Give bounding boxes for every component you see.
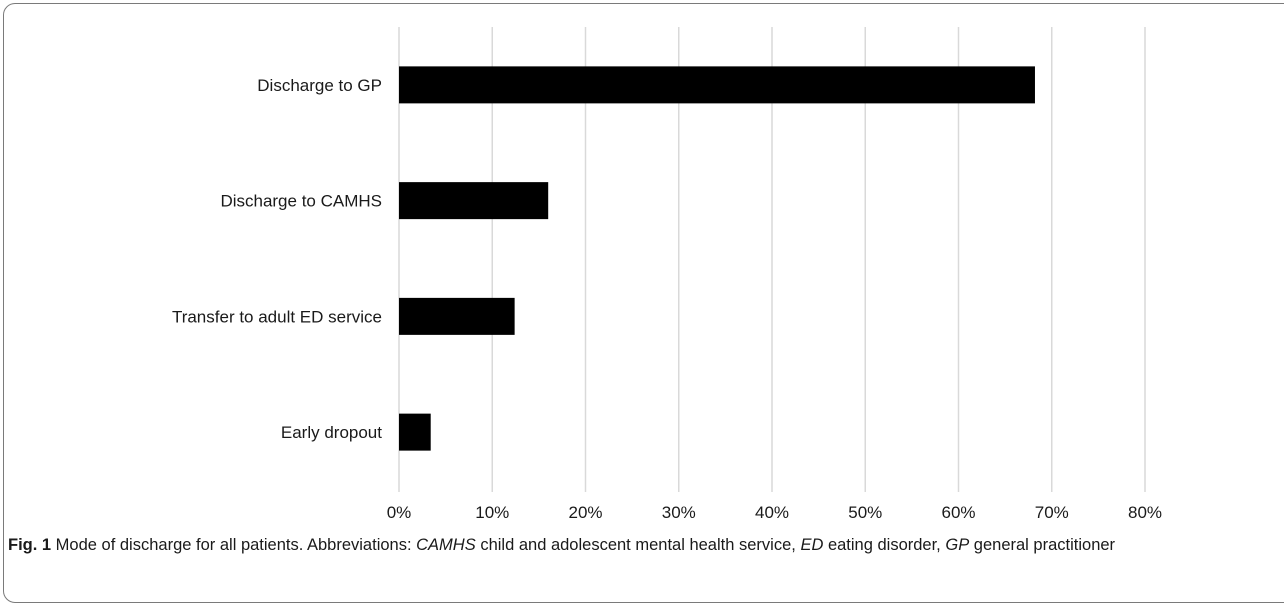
- caption-text: eating disorder,: [823, 536, 946, 554]
- figure-caption: Fig. 1 Mode of discharge for all patient…: [8, 534, 1270, 556]
- category-label: Discharge to CAMHS: [220, 192, 382, 211]
- gridlines: [398, 27, 1146, 492]
- bar: [399, 182, 549, 220]
- x-tick-label: 60%: [941, 503, 975, 522]
- figure-label: Fig. 1: [8, 536, 52, 554]
- bar: [399, 413, 431, 451]
- caption-text: Mode of discharge for all patients. Abbr…: [51, 536, 417, 554]
- caption-abbr-gp: GP: [945, 536, 970, 554]
- x-tick-label: 80%: [1128, 503, 1162, 522]
- x-tick-label: 40%: [755, 503, 789, 522]
- caption-abbr-ed: ED: [800, 536, 824, 554]
- category-label: Early dropout: [281, 423, 382, 442]
- category-labels: Discharge to GP Discharge to CAMHS Transfe…: [172, 76, 382, 442]
- x-tick-label: 30%: [662, 503, 696, 522]
- bar-chart: Discharge to GP Discharge to CAMHS Transfe…: [172, 27, 1162, 522]
- x-tick-labels: 0% 10% 20% 30% 40% 50% 60% 70% 80%: [387, 503, 1162, 522]
- caption-text: child and adolescent mental health servi…: [475, 536, 801, 554]
- x-tick-label: 50%: [848, 503, 882, 522]
- bar: [399, 66, 1035, 104]
- x-tick-label: 70%: [1035, 503, 1069, 522]
- bars: [399, 66, 1035, 451]
- caption-text: general practitioner: [969, 536, 1116, 554]
- caption-abbr-camhs: CAMHS: [416, 536, 476, 554]
- x-tick-label: 0%: [387, 503, 412, 522]
- category-label: Transfer to adult ED service: [172, 307, 382, 326]
- category-label: Discharge to GP: [257, 76, 382, 95]
- x-tick-label: 10%: [475, 503, 509, 522]
- x-tick-label: 20%: [568, 503, 602, 522]
- bar: [399, 297, 515, 335]
